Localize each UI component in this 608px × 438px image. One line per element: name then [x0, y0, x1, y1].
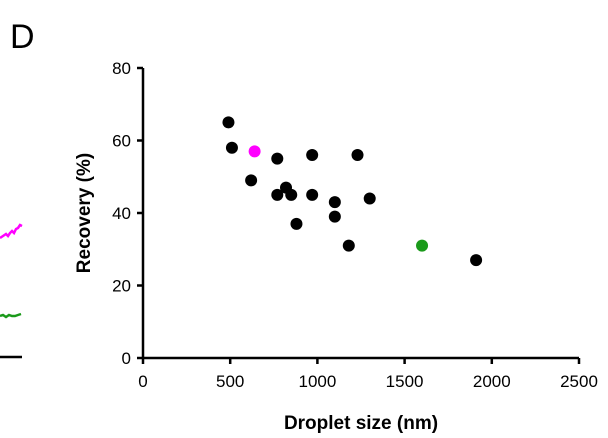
data-point — [245, 174, 258, 187]
data-point — [351, 149, 364, 161]
data-point — [306, 149, 319, 161]
y-axis-label: Recovery (%) — [74, 153, 95, 273]
x-tick-label: 1000 — [298, 372, 336, 391]
data-point — [248, 145, 261, 158]
x-tick-label: 0 — [138, 372, 147, 391]
y-ticks: 0 20 40 60 80 — [112, 59, 143, 368]
data-point — [328, 210, 341, 223]
y-tick-label: 20 — [112, 277, 131, 296]
data-points — [222, 116, 483, 267]
x-tick-label: 1500 — [386, 372, 424, 391]
data-point — [470, 254, 483, 267]
x-tick-label: 2000 — [473, 372, 511, 391]
data-point — [328, 196, 341, 209]
data-point — [222, 116, 235, 129]
data-point — [271, 188, 284, 201]
y-tick-label: 60 — [112, 132, 131, 151]
x-ticks: 0 500 1000 1500 2000 2500 — [138, 358, 598, 391]
y-tick-label: 80 — [112, 59, 131, 78]
data-point — [416, 239, 429, 252]
data-point — [285, 188, 298, 201]
data-point — [290, 217, 303, 230]
data-point — [306, 188, 319, 201]
data-point — [271, 152, 284, 165]
x-tick-label: 500 — [216, 372, 244, 391]
data-point — [363, 192, 376, 205]
panel-label: D — [10, 18, 35, 56]
green-trace-fragment — [0, 312, 22, 319]
data-point — [225, 141, 238, 154]
magenta-trace-fragment — [0, 223, 23, 240]
data-point — [342, 239, 355, 252]
y-tick-label: 0 — [122, 349, 131, 368]
x-axis-label: Droplet size (nm) — [284, 413, 438, 434]
left-panel-fragment — [0, 223, 23, 359]
y-tick-label: 40 — [112, 204, 131, 223]
x-tick-label: 2500 — [560, 372, 598, 391]
